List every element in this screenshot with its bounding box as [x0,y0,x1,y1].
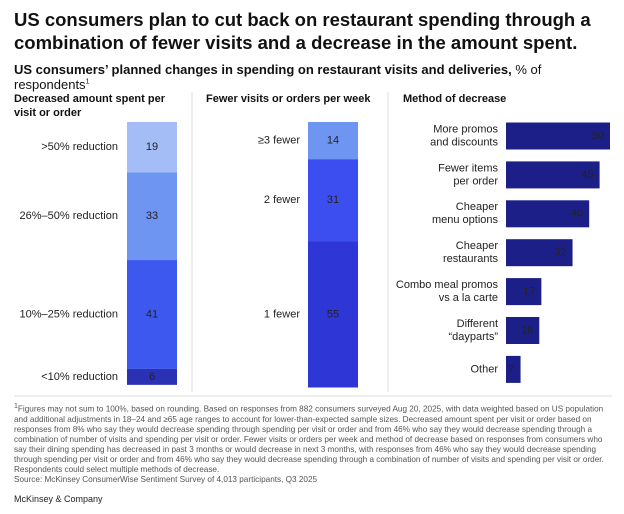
value-label: 55 [327,308,339,320]
value-label: 31 [327,194,339,206]
category-label: “dayparts” [448,331,498,343]
category-label: vs a la carte [439,292,498,304]
category-label: restaurants [443,253,499,265]
segment-label: ≥3 fewer [258,134,300,146]
value-label: 50 [592,130,604,142]
panel-title: Method of decrease [403,93,507,105]
category-label: per order [453,175,498,187]
segment [127,260,177,369]
source: Source: McKinsey ConsumerWise Sentiment … [14,474,318,484]
segment [127,122,177,173]
segment-label: 2 fewer [264,194,300,206]
segment [308,122,358,160]
segment-label: 10%–25% reduction [20,308,118,320]
category-label: Different [457,318,498,330]
category-label: menu options [432,214,499,226]
segment [308,241,358,388]
value-label: 45 [581,169,593,181]
value-label: 41 [146,308,158,320]
bar [506,200,590,228]
panel-title: Decreased amount spent per visit or orde… [14,93,165,119]
category-label: Cheaper [456,201,499,213]
segment-label: >50% reduction [41,141,118,153]
value-label: 17 [523,286,535,298]
value-label: 14 [327,134,339,146]
value-label: 19 [146,141,158,153]
segment [308,159,358,242]
title: US consumers plan to cut back on restaur… [14,9,591,53]
value-label: 6 [149,371,155,383]
bar [506,355,521,383]
value-label: 7 [508,363,514,375]
category-label: and discounts [430,136,498,148]
value-label: 16 [521,324,533,336]
value-label: 32 [554,247,566,259]
unit: % of respondents [14,62,542,92]
segment [127,368,177,385]
bar [506,239,573,267]
segment [127,172,177,261]
footnote: Figures may not sum to 100%, based on ro… [14,404,604,474]
bar [506,278,542,306]
segment-label: 26%–50% reduction [20,210,118,222]
footnotes: 1Figures may not sum to 100%, based on r… [14,402,614,485]
category-label: Cheaper [456,240,499,252]
brand: McKinsey & Company [14,494,103,504]
value-label: 33 [146,210,158,222]
value-label: 40 [571,208,583,220]
category-label: More promos [433,123,498,135]
category-label: Fewer items [438,162,498,174]
bar [506,317,540,344]
category-label: Combo meal promos [396,279,499,291]
subtitle-text: US consumers’ planned changes in spendin… [14,62,512,77]
footnote-marker: 1 [85,78,90,86]
footnote-marker: 1 [14,403,18,410]
bar [506,161,600,189]
segment-label: <10% reduction [41,371,118,383]
subtitle: US consumers’ planned changes in spendin… [14,62,614,92]
panel-title: Fewer visits or orders per week [206,93,371,105]
segment-label: 1 fewer [264,308,300,320]
bar [506,122,610,150]
category-label: Other [470,363,498,375]
